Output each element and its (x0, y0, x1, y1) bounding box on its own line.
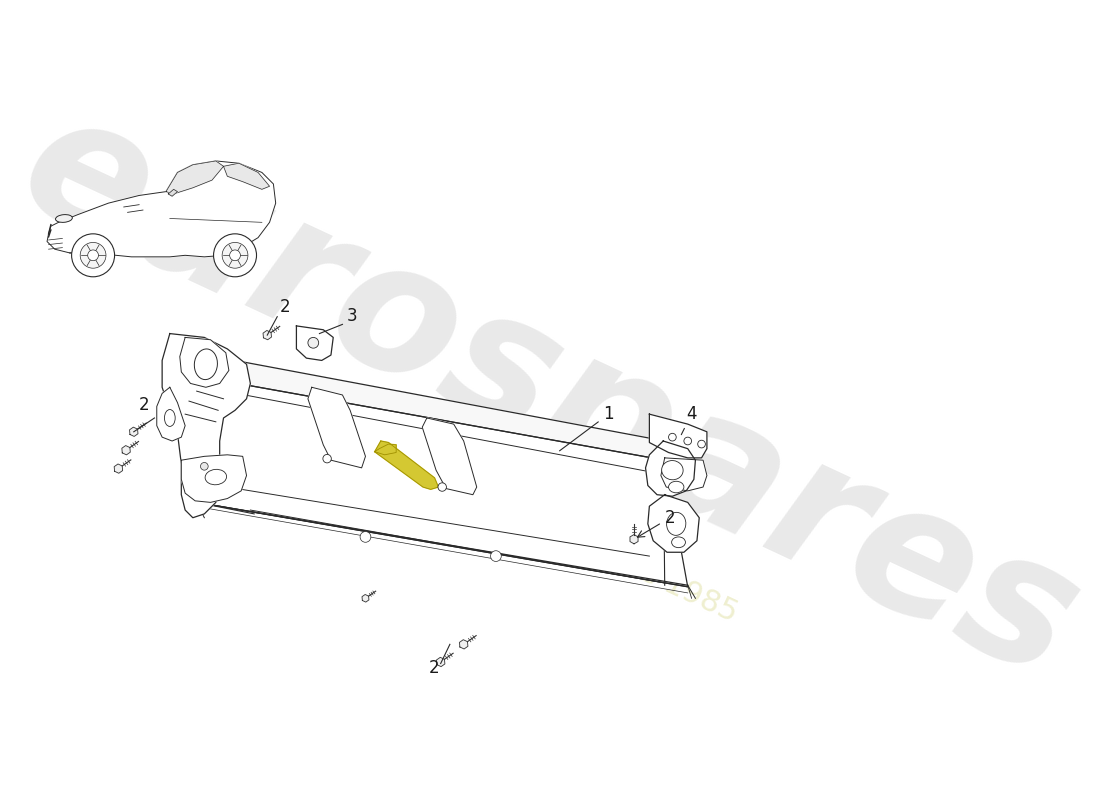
Ellipse shape (164, 410, 175, 426)
Ellipse shape (672, 537, 685, 548)
Circle shape (684, 437, 692, 445)
Polygon shape (661, 458, 707, 491)
Circle shape (323, 454, 331, 463)
Circle shape (308, 338, 319, 348)
Text: 2: 2 (279, 298, 290, 316)
Polygon shape (162, 334, 251, 518)
Text: 1: 1 (560, 405, 614, 451)
Circle shape (360, 531, 371, 542)
Text: 2: 2 (140, 396, 150, 414)
Text: 2: 2 (638, 509, 675, 537)
Polygon shape (263, 330, 272, 340)
Polygon shape (375, 441, 439, 490)
Circle shape (669, 434, 676, 441)
Polygon shape (168, 190, 177, 196)
Polygon shape (223, 163, 270, 190)
Circle shape (491, 550, 502, 562)
Polygon shape (122, 446, 130, 455)
Polygon shape (182, 455, 246, 502)
Polygon shape (437, 658, 444, 666)
Polygon shape (114, 464, 122, 474)
Circle shape (72, 234, 114, 277)
Circle shape (438, 483, 447, 491)
Circle shape (200, 462, 208, 470)
Polygon shape (646, 441, 695, 496)
Circle shape (88, 250, 99, 261)
Circle shape (213, 234, 256, 277)
Ellipse shape (195, 349, 218, 379)
Circle shape (80, 242, 106, 268)
Polygon shape (649, 414, 707, 458)
Text: 2: 2 (429, 658, 440, 677)
Text: eurospares: eurospares (0, 74, 1100, 716)
Polygon shape (308, 387, 365, 468)
Ellipse shape (669, 482, 684, 493)
Polygon shape (174, 349, 664, 460)
Text: 3: 3 (346, 307, 356, 326)
Polygon shape (648, 494, 700, 552)
Polygon shape (362, 594, 369, 602)
Polygon shape (375, 444, 396, 455)
Polygon shape (179, 338, 229, 387)
Circle shape (697, 440, 705, 448)
Polygon shape (296, 326, 333, 361)
Polygon shape (460, 640, 467, 649)
Text: a passion for parts since 1985: a passion for parts since 1985 (311, 407, 741, 628)
Polygon shape (422, 418, 476, 494)
Circle shape (230, 250, 241, 261)
Polygon shape (174, 372, 688, 586)
Ellipse shape (55, 214, 73, 222)
Polygon shape (157, 387, 185, 441)
Ellipse shape (667, 512, 685, 535)
Text: 4: 4 (681, 405, 696, 434)
Circle shape (222, 242, 248, 268)
Ellipse shape (662, 461, 683, 480)
Polygon shape (47, 161, 276, 257)
Polygon shape (130, 427, 138, 437)
Polygon shape (166, 161, 223, 194)
Polygon shape (630, 534, 638, 544)
Ellipse shape (205, 470, 227, 485)
